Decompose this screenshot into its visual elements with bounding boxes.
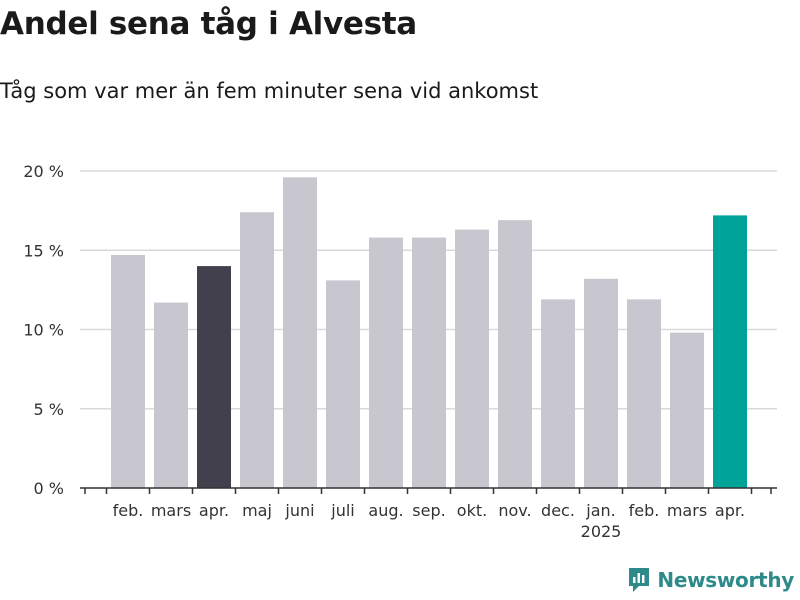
bar-chart: 0 % 5 % 10 % 15 % 20 % feb. mars apr. maj juni jul… [23,162,777,541]
x-tick-label: feb. [113,501,144,520]
bar[interactable] [670,332,704,488]
x-tick-label: dec. [541,501,575,520]
bar[interactable] [541,299,575,488]
bar[interactable] [111,255,145,488]
bar[interactable] [412,237,446,488]
y-tick-label: 5 % [34,400,64,419]
bar[interactable] [154,302,188,488]
x-tick-label: juni [284,501,314,520]
bar[interactable] [326,280,360,488]
bar[interactable] [197,266,231,488]
x-tick-label: mars [667,501,707,520]
x-tick-label: mars [151,501,191,520]
brand-name: Newsworthy [657,568,794,592]
newsworthy-logo-icon [629,568,650,592]
bar[interactable] [283,177,317,488]
y-tick-label: 10 % [23,321,64,340]
bar[interactable] [713,215,747,488]
x-tick-label: sep. [412,501,445,520]
x-tick-label: nov. [498,501,531,520]
x-tick-label: apr. [715,501,745,520]
bar[interactable] [498,220,532,488]
y-tick-label: 0 % [34,479,64,498]
bar[interactable] [627,299,661,488]
bar[interactable] [455,229,489,488]
bar[interactable] [240,212,274,488]
bar[interactable] [369,237,403,488]
y-tick-label: 15 % [23,241,64,260]
x-tick-label: aug. [368,501,403,520]
x-tick-label: jan. [585,501,615,520]
x-tick-label: juli [330,501,354,520]
x-tick-label: apr. [199,501,229,520]
brand-footer: Newsworthy [627,566,794,594]
x-tick-label: okt. [457,501,487,520]
x-tick-label: maj [242,501,272,520]
bar[interactable] [584,278,618,488]
chart-subtitle: Tåg som var mer än fem minuter sena vid … [0,79,539,103]
y-tick-label: 20 % [23,162,64,181]
x-year-label: 2025 [581,522,622,541]
chart-title: Andel sena tåg i Alvesta [0,6,417,42]
x-tick-label: feb. [629,501,660,520]
